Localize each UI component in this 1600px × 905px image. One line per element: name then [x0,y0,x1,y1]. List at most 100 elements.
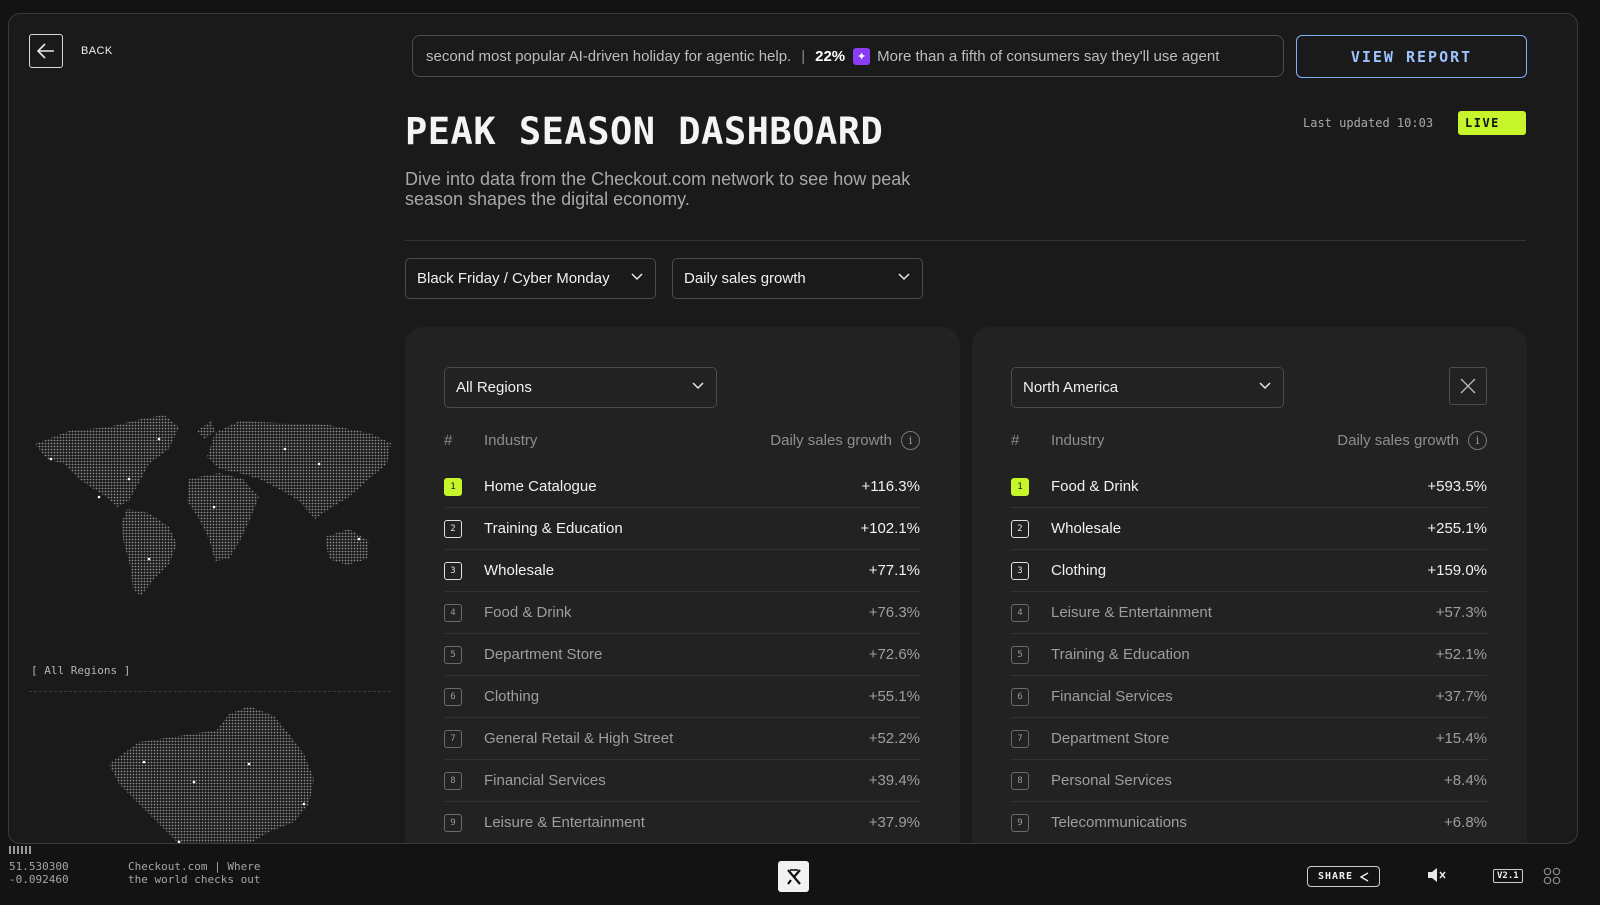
comparison-panel-right: North America # Industry Daily sales gro… [972,327,1527,843]
growth-value: +52.1% [1435,646,1487,663]
rank-badge: 3 [1011,561,1029,580]
metric-select[interactable]: Daily sales growth [672,258,923,299]
growth-value: +55.1% [868,688,920,705]
region-select-left[interactable]: All Regions [444,367,717,408]
info-icon[interactable]: i [901,431,920,450]
rank-badge: 1 [1011,477,1029,496]
checkout-logo[interactable] [778,861,809,892]
industry-name: Personal Services [1051,772,1172,789]
table-header: # Industry Daily sales growth i [1011,431,1487,452]
industry-name: Clothing [1051,562,1107,579]
industry-list-left: 1 Home Catalogue +116.3% 2 Training & Educa… [444,466,920,843]
ticker-stat: 22% [815,47,846,65]
ticker-stat-text: More than a fifth of consumers say they'… [877,47,1220,65]
rank-column-header: # [444,432,453,449]
table-header: # Industry Daily sales growth i [444,431,920,452]
metric-column-header: Daily sales growth [770,432,892,449]
rank-badge: 8 [1011,771,1029,790]
growth-value: +57.3% [1435,604,1487,621]
industry-name: Food & Drink [1051,478,1139,495]
region-select-value: North America [1023,379,1119,396]
signal-bars-icon [9,846,31,854]
growth-value: +102.1% [860,520,920,537]
sparkle-icon: ✦ [853,47,871,65]
table-row: 8 Personal Services +8.4% [1011,760,1487,802]
rank-badge: 5 [444,645,462,664]
table-row: 3 Wholesale +77.1% [444,550,920,592]
rank-badge: 1 [444,477,462,496]
grid-menu-icon[interactable] [1543,867,1561,885]
industry-name: Leisure & Entertainment [484,814,645,831]
industry-name: Wholesale [1051,520,1122,537]
header-divider [405,240,1526,241]
industry-name: General Retail & High Street [484,730,674,747]
growth-value: +159.0% [1427,562,1487,579]
table-row: 5 Department Store +72.6% [444,634,920,676]
industry-name: Leisure & Entertainment [1051,604,1212,621]
arrow-left-icon [37,43,54,59]
live-badge: LIVE [1458,111,1526,135]
logo-mark-icon [786,868,801,885]
view-report-button[interactable]: VIEW REPORT [1296,35,1527,78]
industry-column-header: Industry [1051,432,1105,449]
chevron-down-icon [1259,382,1271,390]
table-row: 3 Clothing +159.0% [1011,550,1487,592]
ticker-lead-text: second most popular AI-driven holiday fo… [426,47,792,65]
info-icon[interactable]: i [1468,431,1487,450]
growth-value: +15.4% [1435,730,1487,747]
page-subtitle: Dive into data from the Checkout.com net… [405,169,911,209]
industry-list-right: 1 Food & Drink +593.5% 2 Wholesale +255.1% 3… [1011,466,1487,843]
chevron-down-icon [631,273,643,281]
back-label[interactable]: BACK [81,45,113,57]
share-label: SHARE [1317,871,1354,882]
industry-name: Financial Services [484,772,606,789]
rank-badge: 8 [444,771,462,790]
industry-name: Telecommunications [1051,814,1187,831]
growth-value: +52.2% [868,730,920,747]
table-row: 8 Financial Services +39.4% [444,760,920,802]
rank-badge: 7 [444,729,462,748]
ticker-separator: | [801,47,806,65]
region-select-value: All Regions [456,379,532,396]
page-title: PEAK SEASON DASHBOARD [405,110,884,153]
growth-value: +39.4% [868,772,920,789]
table-row: 4 Leisure & Entertainment +57.3% [1011,592,1487,634]
industry-name: Department Store [484,646,603,663]
rank-badge: 4 [444,603,462,622]
growth-value: +8.4% [1444,772,1487,789]
rank-badge: 5 [1011,645,1029,664]
share-icon [1359,871,1369,882]
growth-value: +37.7% [1435,688,1487,705]
metric-select-value: Daily sales growth [684,270,806,287]
growth-value: +72.6% [868,646,920,663]
latitude-value: 51.530300 [9,860,69,873]
table-row: 5 Training & Education +52.1% [1011,634,1487,676]
period-select[interactable]: Black Friday / Cyber Monday [405,258,656,299]
region-select-right[interactable]: North America [1011,367,1284,408]
rank-badge: 6 [444,687,462,706]
industry-name: Financial Services [1051,688,1173,705]
longitude-value: -0.092460 [9,873,69,886]
growth-value: +6.8% [1444,814,1487,831]
industry-name: Wholesale [484,562,555,579]
map-region-caption: [ All Regions ] [31,664,131,677]
rank-badge: 6 [1011,687,1029,706]
chevron-down-icon [692,382,704,390]
share-button[interactable]: SHARE [1307,866,1380,887]
table-row: 7 Department Store +15.4% [1011,718,1487,760]
footer-tagline: Checkout.com | Where the world checks ou… [128,860,261,886]
coordinates-readout: 51.530300 -0.092460 [9,860,69,886]
industry-name: Training & Education [484,520,623,537]
table-row: 6 Financial Services +37.7% [1011,676,1487,718]
industry-column-header: Industry [484,432,538,449]
table-row: 7 General Retail & High Street +52.2% [444,718,920,760]
back-button[interactable] [29,34,63,68]
comparison-panel-left: All Regions # Industry Daily sales growt… [405,327,960,843]
industry-name: Training & Education [1051,646,1190,663]
mute-icon[interactable] [1427,867,1447,883]
growth-value: +77.1% [868,562,920,579]
close-comparison-button[interactable] [1449,367,1487,405]
rank-badge: 9 [444,813,462,832]
table-row: 1 Food & Drink +593.5% [1011,466,1487,508]
growth-value: +76.3% [868,604,920,621]
